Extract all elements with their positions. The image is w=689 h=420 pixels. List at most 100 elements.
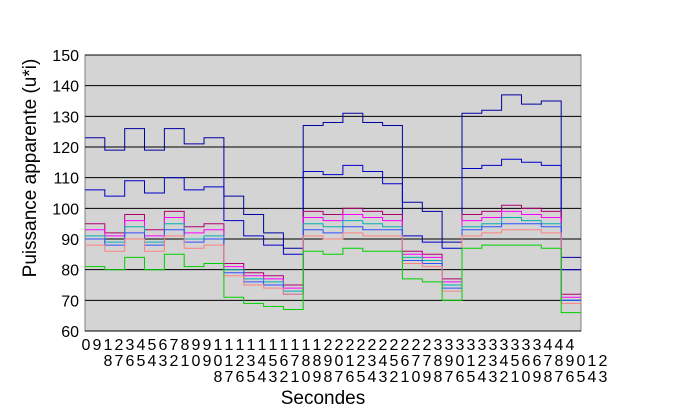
x-tick-label: 8	[555, 353, 564, 370]
x-tick-label: 2	[324, 337, 333, 354]
x-tick-label: 7	[335, 369, 344, 386]
y-tick-labels: 60 70 80 90 100 110 120 130 140 150	[52, 48, 79, 341]
x-tick-label: 3	[511, 337, 520, 354]
y-tick-label: 120	[52, 140, 79, 157]
y-tick-label: 100	[52, 201, 79, 218]
x-tick-label: 0	[522, 369, 531, 386]
series-line-6	[85, 223, 581, 301]
x-tick-label: 9	[324, 353, 333, 370]
x-tick-label: 6	[533, 353, 542, 370]
x-tick-label: 4	[379, 353, 388, 370]
x-tick-label: 3	[159, 353, 168, 370]
x-tick-label: 9	[203, 337, 212, 354]
x-tick-label: 3	[445, 337, 454, 354]
x-tick-label: 0	[335, 353, 344, 370]
x-tick-label: 8	[181, 337, 190, 354]
y-tick-label: 60	[61, 324, 79, 341]
x-tick-label: 7	[423, 353, 432, 370]
x-tick-label: 5	[137, 353, 146, 370]
x-tick-label: 5	[247, 369, 256, 386]
x-tick-label: 6	[346, 369, 355, 386]
x-tick-label: 0	[192, 353, 201, 370]
x-tick-label: 2	[379, 337, 388, 354]
x-tick-label: 4	[478, 369, 487, 386]
gridlines	[85, 54, 581, 332]
x-tick-label: 2	[357, 353, 366, 370]
x-tick-label: 5	[511, 353, 520, 370]
x-tick-label: 5	[467, 369, 476, 386]
x-tick-label: 8	[434, 369, 443, 386]
x-tick-label: 6	[280, 353, 289, 370]
x-tick-label: 3	[489, 369, 498, 386]
x-tick-label: 9	[203, 353, 212, 370]
x-tick-label: 2	[599, 353, 608, 370]
x-tick-label: 3	[269, 369, 278, 386]
x-tick-label: 3	[126, 337, 135, 354]
x-tick-label: 1	[588, 353, 597, 370]
x-tick-label: 9	[533, 369, 542, 386]
y-tick-label: 90	[61, 232, 79, 249]
y-tick-label: 130	[52, 109, 79, 126]
x-tick-label: 4	[544, 337, 553, 354]
x-tick-label: 1	[236, 337, 245, 354]
x-tick-label: 9	[192, 337, 201, 354]
y-axis-title: Puissance apparente (u*i)	[20, 59, 41, 278]
x-tick-label: 7	[225, 369, 234, 386]
series-line-2	[85, 158, 581, 271]
x-tick-label: 7	[170, 337, 179, 354]
x-tick-label: 3	[456, 337, 465, 354]
y-tick-label: 70	[61, 293, 79, 310]
x-axis-title: Secondes	[281, 388, 366, 409]
y-tick-label: 110	[53, 171, 79, 188]
x-tick-label: 2	[368, 337, 377, 354]
plot-area	[84, 54, 582, 332]
x-tick-label: 0	[214, 353, 223, 370]
x-tick-label: 8	[544, 369, 553, 386]
x-tick-label: 4	[148, 353, 157, 370]
x-tick-label: 2	[335, 337, 344, 354]
x-tick-label: 6	[401, 353, 410, 370]
x-tick-label: 1	[258, 337, 267, 354]
series-line-7	[85, 229, 581, 304]
y-tick-label: 140	[52, 79, 79, 96]
x-tick-label: 3	[500, 337, 509, 354]
x-tick-label: 9	[566, 353, 575, 370]
x-tick-label: 2	[170, 353, 179, 370]
x-tick-label: 3	[434, 337, 443, 354]
x-tick-label: 9	[445, 353, 454, 370]
x-tick-label: 7	[555, 369, 564, 386]
x-tick-label: 1	[214, 337, 223, 354]
x-tick-label: 1	[467, 353, 476, 370]
x-tick-label: 1	[247, 337, 256, 354]
x-tick-label: 5	[390, 353, 399, 370]
x-tick-label: 1	[225, 353, 234, 370]
x-tick-label: 7	[544, 353, 553, 370]
x-tick-label: 3	[489, 337, 498, 354]
x-tick-label: 4	[555, 337, 564, 354]
x-tick-label: 8	[214, 369, 223, 386]
series-line-4	[85, 210, 581, 298]
x-tick-label: 7	[412, 353, 421, 370]
x-tick-label: 6	[126, 353, 135, 370]
x-tick-label: 3	[522, 337, 531, 354]
x-tick-label: 5	[269, 353, 278, 370]
x-tick-label: 6	[566, 369, 575, 386]
x-tick-label: 2	[412, 337, 421, 354]
x-tick-label: 1	[280, 337, 289, 354]
x-tick-label: 1	[302, 337, 311, 354]
x-tick-label: 9	[93, 337, 102, 354]
x-tick-label: 2	[346, 337, 355, 354]
x-tick-label: 3	[533, 337, 542, 354]
x-tick-label: 2	[115, 337, 124, 354]
x-tick-label: 1	[269, 337, 278, 354]
x-tick-label: 7	[445, 369, 454, 386]
x-tick-label: 8	[434, 353, 443, 370]
x-tick-label: 7	[115, 353, 124, 370]
x-tick-label: 9	[313, 369, 322, 386]
series-line-1	[85, 94, 581, 258]
x-tick-label: 6	[159, 337, 168, 354]
x-tick-label: 0	[82, 337, 91, 354]
x-tick-label: 1	[313, 337, 322, 354]
x-tick-label: 6	[522, 353, 531, 370]
x-tick-label: 6	[456, 369, 465, 386]
